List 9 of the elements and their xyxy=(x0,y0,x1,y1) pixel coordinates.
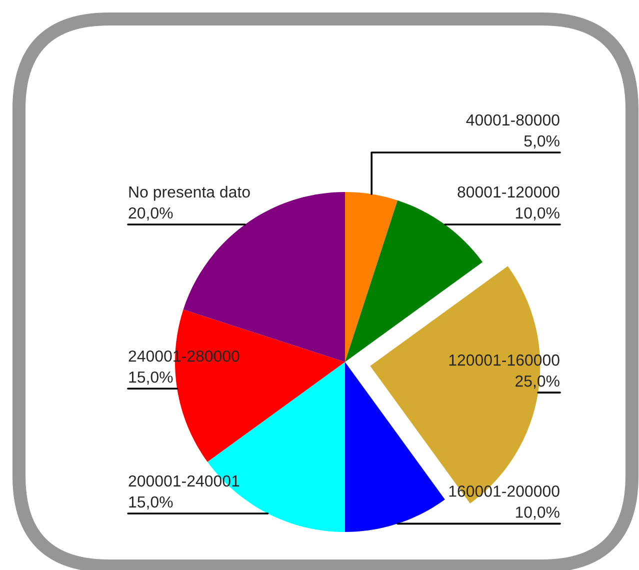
data-label: 10,0% xyxy=(516,506,560,520)
data-label: 5,0% xyxy=(524,135,560,149)
data-label: 15,0% xyxy=(129,371,173,385)
slice-label: 80001-120000 xyxy=(458,186,560,198)
slice-label: 40001-80000 xyxy=(466,114,560,126)
data-label: 15,0% xyxy=(129,496,173,510)
data-label: 10,0% xyxy=(516,207,560,221)
data-label: 20,0% xyxy=(128,207,173,221)
slice-label: No presenta dato xyxy=(129,186,250,201)
